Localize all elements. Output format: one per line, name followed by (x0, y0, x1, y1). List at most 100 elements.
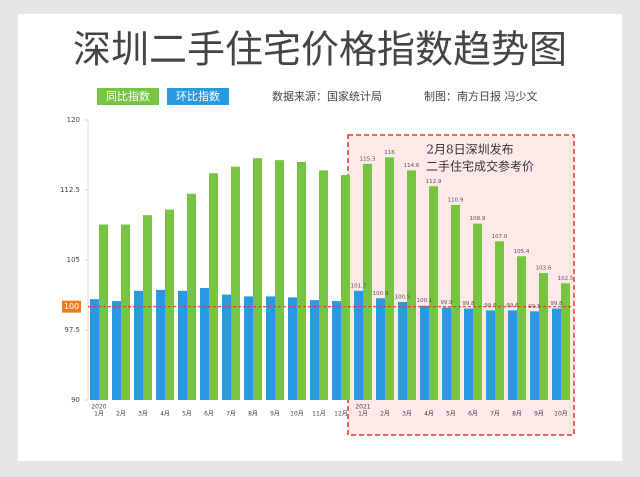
bar (354, 290, 363, 400)
data-label: 99.8 (550, 301, 563, 307)
data-label: 100.9 (373, 291, 389, 297)
bar (222, 294, 231, 400)
bar (187, 193, 196, 400)
bar (486, 310, 495, 400)
bar (275, 160, 284, 400)
x-tick-label: 1月 (358, 411, 368, 418)
bar (156, 289, 165, 400)
year-label: 2020 (91, 404, 106, 411)
bar (200, 288, 209, 400)
x-tick-label: 8月 (512, 411, 522, 418)
legend-swatch (167, 88, 229, 105)
bar (319, 170, 328, 400)
x-tick-label: 11月 (312, 411, 326, 418)
data-label: 105.4 (514, 249, 530, 255)
data-label: 102.5 (558, 276, 574, 282)
data-label: 99.9 (440, 300, 453, 306)
bar (451, 204, 460, 400)
x-tick-label: 3月 (138, 411, 148, 418)
chart-title: 深圳二手住宅价格指数趋势图 (73, 28, 567, 72)
bar (134, 290, 143, 400)
x-tick-label: 6月 (204, 411, 214, 418)
x-tick-label: 5月 (446, 411, 456, 418)
bar (143, 215, 152, 400)
bar (464, 308, 473, 400)
data-label: 100.1 (417, 298, 433, 304)
data-label: 108.9 (470, 216, 486, 222)
data-label: 114.6 (404, 163, 420, 169)
data-label: 99.8 (462, 301, 475, 307)
source: 数据来源：国家统计局 (272, 89, 382, 103)
bar (253, 158, 262, 400)
bar (561, 283, 570, 400)
x-tick-label: 12月 (334, 411, 348, 418)
x-tick-label: 7月 (226, 411, 236, 418)
bar (363, 163, 372, 400)
bar (376, 298, 385, 400)
legend-label: 同比指数 (106, 89, 150, 103)
y-tick-label: 105 (67, 256, 80, 264)
bar (266, 296, 275, 400)
x-tick-label: 4月 (160, 411, 170, 418)
bar (209, 173, 218, 400)
bar (332, 301, 341, 400)
bar (90, 299, 99, 400)
x-tick-label: 3月 (402, 411, 412, 418)
bar (112, 301, 121, 400)
bar (297, 162, 306, 400)
bar (420, 305, 429, 400)
x-tick-label: 8月 (248, 411, 258, 418)
data-label: 115.3 (360, 156, 376, 162)
y-tick-label: 120 (67, 116, 80, 124)
bar (244, 296, 253, 400)
year-label: 2021 (355, 404, 370, 411)
bar (495, 241, 504, 400)
x-tick-label: 2月 (380, 411, 390, 418)
x-tick-label: 9月 (270, 411, 280, 418)
bar (310, 300, 319, 400)
bar (385, 157, 394, 400)
bar (517, 256, 526, 400)
bar (530, 311, 539, 400)
legend-swatch (97, 88, 159, 105)
bar (407, 170, 416, 400)
x-tick-label: 1月 (94, 411, 104, 418)
y-tick-label: 97.5 (64, 326, 80, 334)
x-tick-label: 9月 (534, 411, 544, 418)
y-tick-label: 90 (71, 396, 80, 404)
bar (508, 310, 517, 400)
bar (442, 307, 451, 400)
legend-label: 环比指数 (176, 89, 220, 103)
data-label: 100.5 (395, 295, 411, 301)
bar (178, 290, 187, 400)
bar (429, 186, 438, 400)
x-tick-label: 2月 (116, 411, 126, 418)
data-label: 110.9 (448, 197, 464, 203)
bar (99, 224, 108, 400)
x-tick-label: 5月 (182, 411, 192, 418)
data-label: 107.0 (492, 234, 508, 240)
data-label: 101.7 (351, 283, 367, 289)
y-tick-label: 112.5 (60, 186, 80, 194)
bar (165, 209, 174, 400)
data-label: 116 (384, 150, 395, 156)
x-tick-label: 10月 (290, 411, 304, 418)
bar (288, 297, 297, 400)
credit: 制图：南方日报 冯少文 (424, 89, 538, 103)
bar (552, 308, 561, 400)
bar (341, 175, 350, 400)
bar (231, 166, 240, 400)
bar (121, 224, 130, 400)
x-tick-label: 7月 (490, 411, 500, 418)
data-label: 99.6 (506, 303, 519, 309)
bar (539, 273, 548, 400)
annotation: 2月8日深圳发布 (426, 142, 513, 157)
reference-label: 100 (64, 302, 79, 311)
data-label: 112.9 (426, 179, 442, 185)
bar (398, 302, 407, 400)
data-label: 99.6 (484, 303, 497, 309)
bar (473, 223, 482, 400)
reference-label-box (62, 300, 81, 313)
data-label: 103.6 (536, 266, 552, 272)
